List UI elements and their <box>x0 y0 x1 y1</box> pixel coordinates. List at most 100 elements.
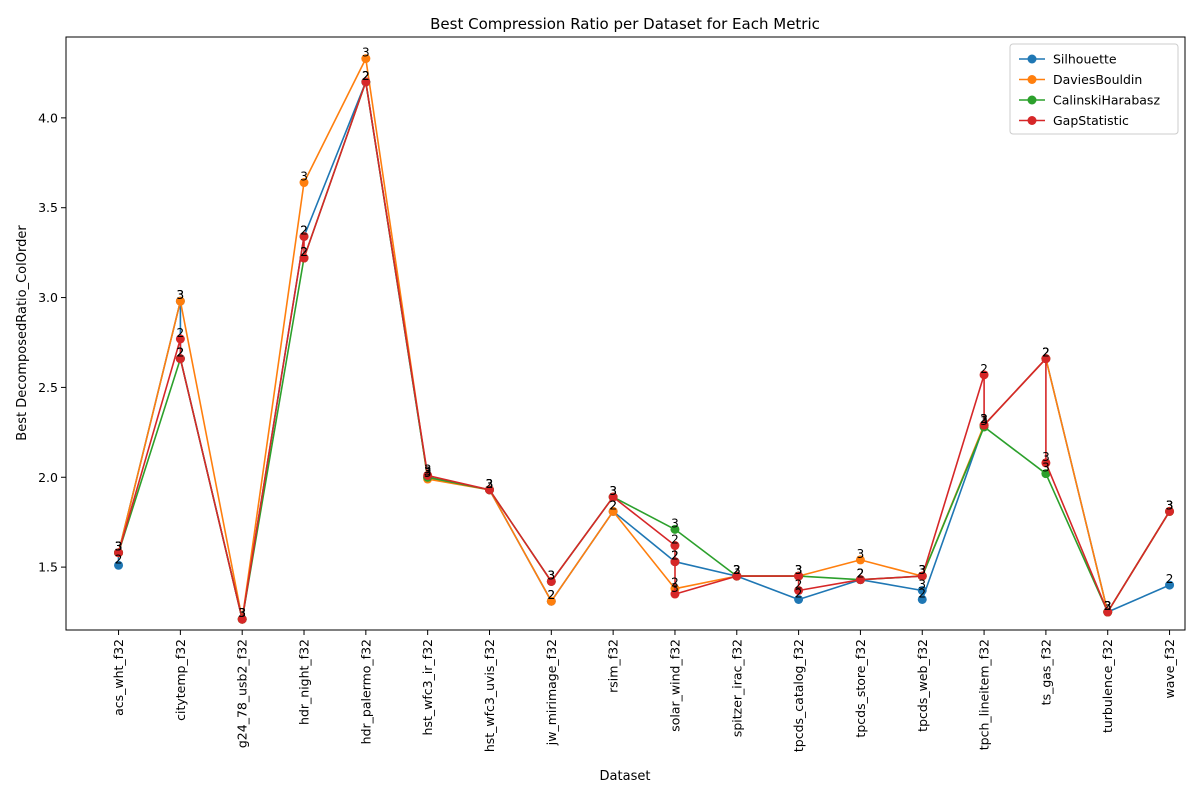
x-tick-label: wave_f32 <box>1162 639 1177 699</box>
x-tick-label: hdr_palermo_f32 <box>358 639 373 744</box>
data-label: 3 <box>115 540 123 554</box>
data-point <box>237 614 247 624</box>
x-tick-label: spitzer_irac_f32 <box>729 639 744 737</box>
chart-title: Best Compression Ratio per Dataset for E… <box>430 15 820 33</box>
data-label: 3 <box>918 577 926 591</box>
data-label: 3 <box>733 563 741 577</box>
data-label: 3 <box>857 547 865 561</box>
data-point <box>917 585 927 595</box>
data-label: 3 <box>424 466 432 480</box>
data-label: 3 <box>115 540 123 554</box>
data-label: 2 <box>733 563 741 577</box>
data-label: 3 <box>1166 498 1174 512</box>
data-point <box>794 571 804 581</box>
data-point <box>855 575 865 585</box>
data-point <box>1041 458 1051 468</box>
data-label: 3 <box>1166 498 1174 512</box>
data-label: 3 <box>238 606 246 620</box>
legend-label: Silhouette <box>1053 52 1117 67</box>
y-tick-label: 3.5 <box>38 200 58 215</box>
legend-item: GapStatistic <box>1019 113 1129 128</box>
data-label: 3 <box>115 540 123 554</box>
data-label: 2 <box>177 346 185 360</box>
data-point <box>175 354 185 364</box>
data-label: 2 <box>300 245 308 259</box>
legend-marker <box>1027 95 1037 105</box>
legend: Silhouette DaviesBouldin CalinskiHarabasz G… <box>1009 43 1179 135</box>
data-point <box>1103 607 1113 617</box>
x-tick-label: solar_wind_f32 <box>667 639 682 732</box>
series-line <box>117 81 1171 621</box>
data-label: 3 <box>424 464 432 478</box>
data-label: 3 <box>671 516 679 530</box>
data-label: 2 <box>362 69 370 83</box>
data-point <box>423 470 433 480</box>
data-label: 3 <box>733 563 741 577</box>
y-tick-label: 2.0 <box>38 470 58 485</box>
data-point <box>1165 506 1175 516</box>
data-label: 2 <box>115 552 123 566</box>
data-label: 3 <box>362 46 370 60</box>
data-label: 3 <box>609 484 617 498</box>
data-point <box>1165 580 1175 590</box>
data-label: 3 <box>115 540 123 554</box>
data-label: 2 <box>362 69 370 83</box>
x-tick-label: ts_gas_f32 <box>1038 639 1053 705</box>
data-point <box>1041 354 1051 364</box>
data-label: 2 <box>177 346 185 360</box>
legend-label: DaviesBouldin <box>1053 72 1142 87</box>
data-point <box>299 253 309 263</box>
data-label: 3 <box>795 563 803 577</box>
legend-marker <box>1027 75 1037 84</box>
x-tick-label: rsim_f32 <box>606 639 621 693</box>
x-tick-label: tpcds_store_f32 <box>853 639 868 738</box>
legend-item: Silhouette <box>1019 52 1117 67</box>
data-label: 3 <box>300 170 308 184</box>
data-label: 2 <box>671 576 679 590</box>
data-label: 2 <box>1166 572 1174 586</box>
x-tick-label: tpcds_catalog_f32 <box>791 639 806 752</box>
data-label: 2 <box>609 498 617 512</box>
data-label: 2 <box>1104 599 1112 613</box>
data-point <box>361 54 371 64</box>
data-label: 2 <box>980 412 988 426</box>
x-tick-label: tpch_lineitem_f32 <box>977 639 992 750</box>
data-point <box>1041 469 1051 479</box>
data-point <box>299 231 309 241</box>
data-label: 2 <box>300 223 308 237</box>
data-label: 3 <box>238 606 246 620</box>
data-label: 2 <box>980 412 988 426</box>
data-point <box>114 548 124 558</box>
data-label: 3 <box>1104 599 1112 613</box>
data-point <box>608 506 618 516</box>
x-tick-label: turbulence_f32 <box>1100 639 1115 733</box>
data-point <box>917 571 927 581</box>
x-tick-label: hst_wfc3_ir_f32 <box>420 639 435 735</box>
data-label: 2 <box>857 567 865 581</box>
legend-marker <box>1027 116 1037 125</box>
data-label: 3 <box>238 606 246 620</box>
data-label: 3 <box>1104 599 1112 613</box>
legend-label: CalinskiHarabasz <box>1053 93 1160 108</box>
series-GapStatistic <box>114 77 1175 624</box>
data-label: 3 <box>486 477 494 491</box>
legend-item: CalinskiHarabasz <box>1019 93 1160 108</box>
x-tick-label: g24_78_usb2_f32 <box>235 639 250 748</box>
data-point <box>608 492 618 502</box>
data-label: 2 <box>1042 346 1050 360</box>
data-point <box>979 370 989 380</box>
data-point <box>979 420 989 430</box>
data-label: 3 <box>547 568 555 582</box>
x-tick-label: tpcds_web_f32 <box>915 639 930 732</box>
data-label: 3 <box>486 477 494 491</box>
data-label: 2 <box>362 69 370 83</box>
data-label: 2 <box>547 588 555 602</box>
data-point <box>732 571 742 581</box>
data-point <box>670 557 680 567</box>
data-label: 2 <box>795 586 803 600</box>
data-label: 2 <box>980 362 988 376</box>
data-point <box>670 589 680 599</box>
data-label: 3 <box>177 288 185 302</box>
data-label: 2 <box>300 223 308 237</box>
